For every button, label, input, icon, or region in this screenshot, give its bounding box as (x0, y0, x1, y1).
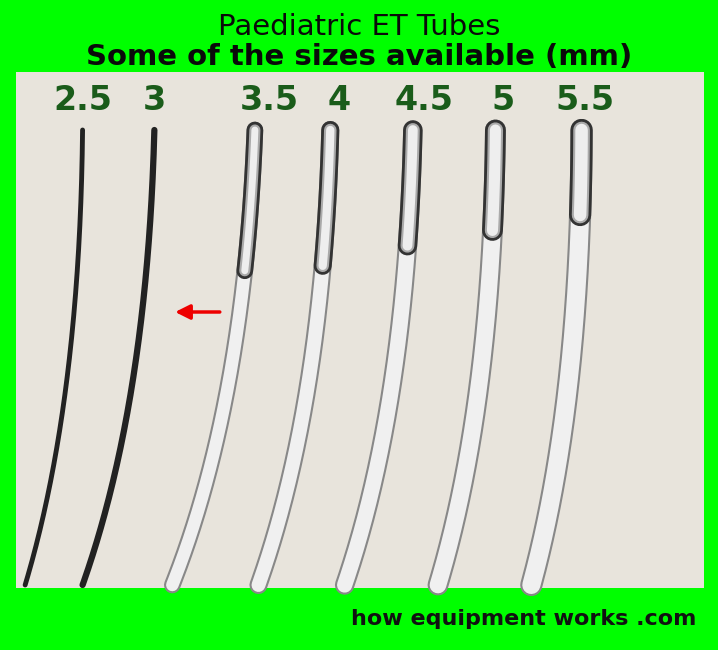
Text: 3: 3 (143, 84, 166, 117)
Text: 4.5: 4.5 (394, 84, 453, 117)
Bar (16, 72, 704, 588)
Text: Paediatric ET Tubes: Paediatric ET Tubes (218, 13, 500, 42)
Text: 2.5: 2.5 (53, 84, 112, 117)
Text: Some of the sizes available (mm): Some of the sizes available (mm) (86, 43, 632, 72)
Text: how equipment works .com: how equipment works .com (351, 609, 697, 629)
Text: 5: 5 (491, 84, 514, 117)
Text: 4: 4 (327, 84, 350, 117)
Text: 5.5: 5.5 (556, 84, 615, 117)
Text: 3.5: 3.5 (240, 84, 299, 117)
